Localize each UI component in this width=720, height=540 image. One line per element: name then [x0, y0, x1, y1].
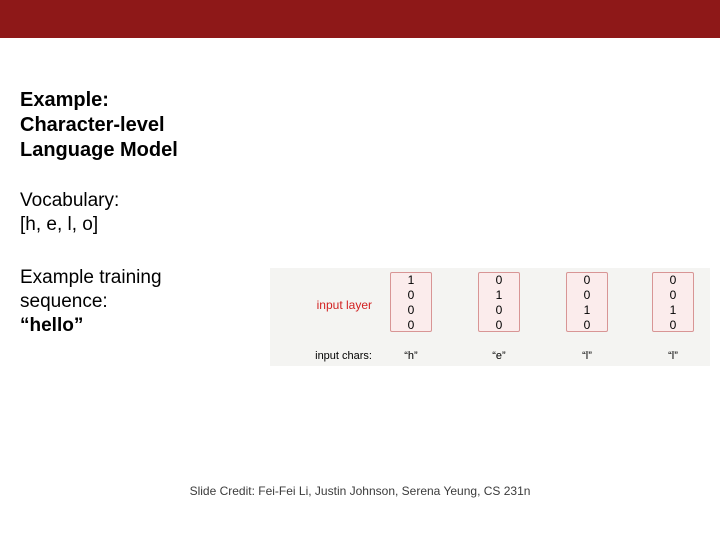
vocab-label: Vocabulary: — [20, 189, 320, 213]
slide: Example: Character-level Language Model … — [0, 0, 720, 540]
cell-value: 1 — [391, 273, 431, 288]
onehot-cell-2: 0 0 1 0 — [566, 272, 608, 332]
input-layer-label: input layer — [317, 298, 372, 312]
title-line-3: Language Model — [20, 138, 320, 163]
input-char-3: “l” — [643, 350, 703, 362]
onehot-cell-3: 0 0 1 0 — [652, 272, 694, 332]
input-char-1: “e” — [469, 350, 529, 362]
cell-value: 1 — [479, 288, 519, 303]
input-chars-label: input chars: — [315, 350, 372, 362]
cell-value: 0 — [653, 273, 693, 288]
onehot-cell-1: 0 1 0 0 — [478, 272, 520, 332]
cell-value: 0 — [391, 288, 431, 303]
vocab-block: Vocabulary: [h, e, l, o] — [20, 189, 320, 238]
top-bar — [0, 0, 720, 38]
cell-value: 1 — [567, 303, 607, 318]
cell-value: 0 — [567, 273, 607, 288]
cell-value: 0 — [391, 318, 431, 333]
input-char-2: “l” — [557, 350, 617, 362]
slide-credit: Slide Credit: Fei-Fei Li, Justin Johnson… — [0, 484, 720, 498]
cell-value: 1 — [653, 303, 693, 318]
cell-value: 0 — [567, 288, 607, 303]
title-line-1: Example: — [20, 88, 320, 113]
cell-value: 0 — [653, 318, 693, 333]
cell-value: 0 — [479, 318, 519, 333]
cell-value: 0 — [653, 288, 693, 303]
cell-value: 0 — [479, 273, 519, 288]
cell-value: 0 — [479, 303, 519, 318]
onehot-cell-0: 1 0 0 0 — [390, 272, 432, 332]
title-line-2: Character-level — [20, 113, 320, 138]
cell-value: 0 — [567, 318, 607, 333]
input-char-0: “h” — [381, 350, 441, 362]
vocab-value: [h, e, l, o] — [20, 213, 320, 237]
cell-value: 0 — [391, 303, 431, 318]
input-layer-diagram: input layer input chars: 1 0 0 0 0 1 0 0… — [270, 268, 710, 388]
